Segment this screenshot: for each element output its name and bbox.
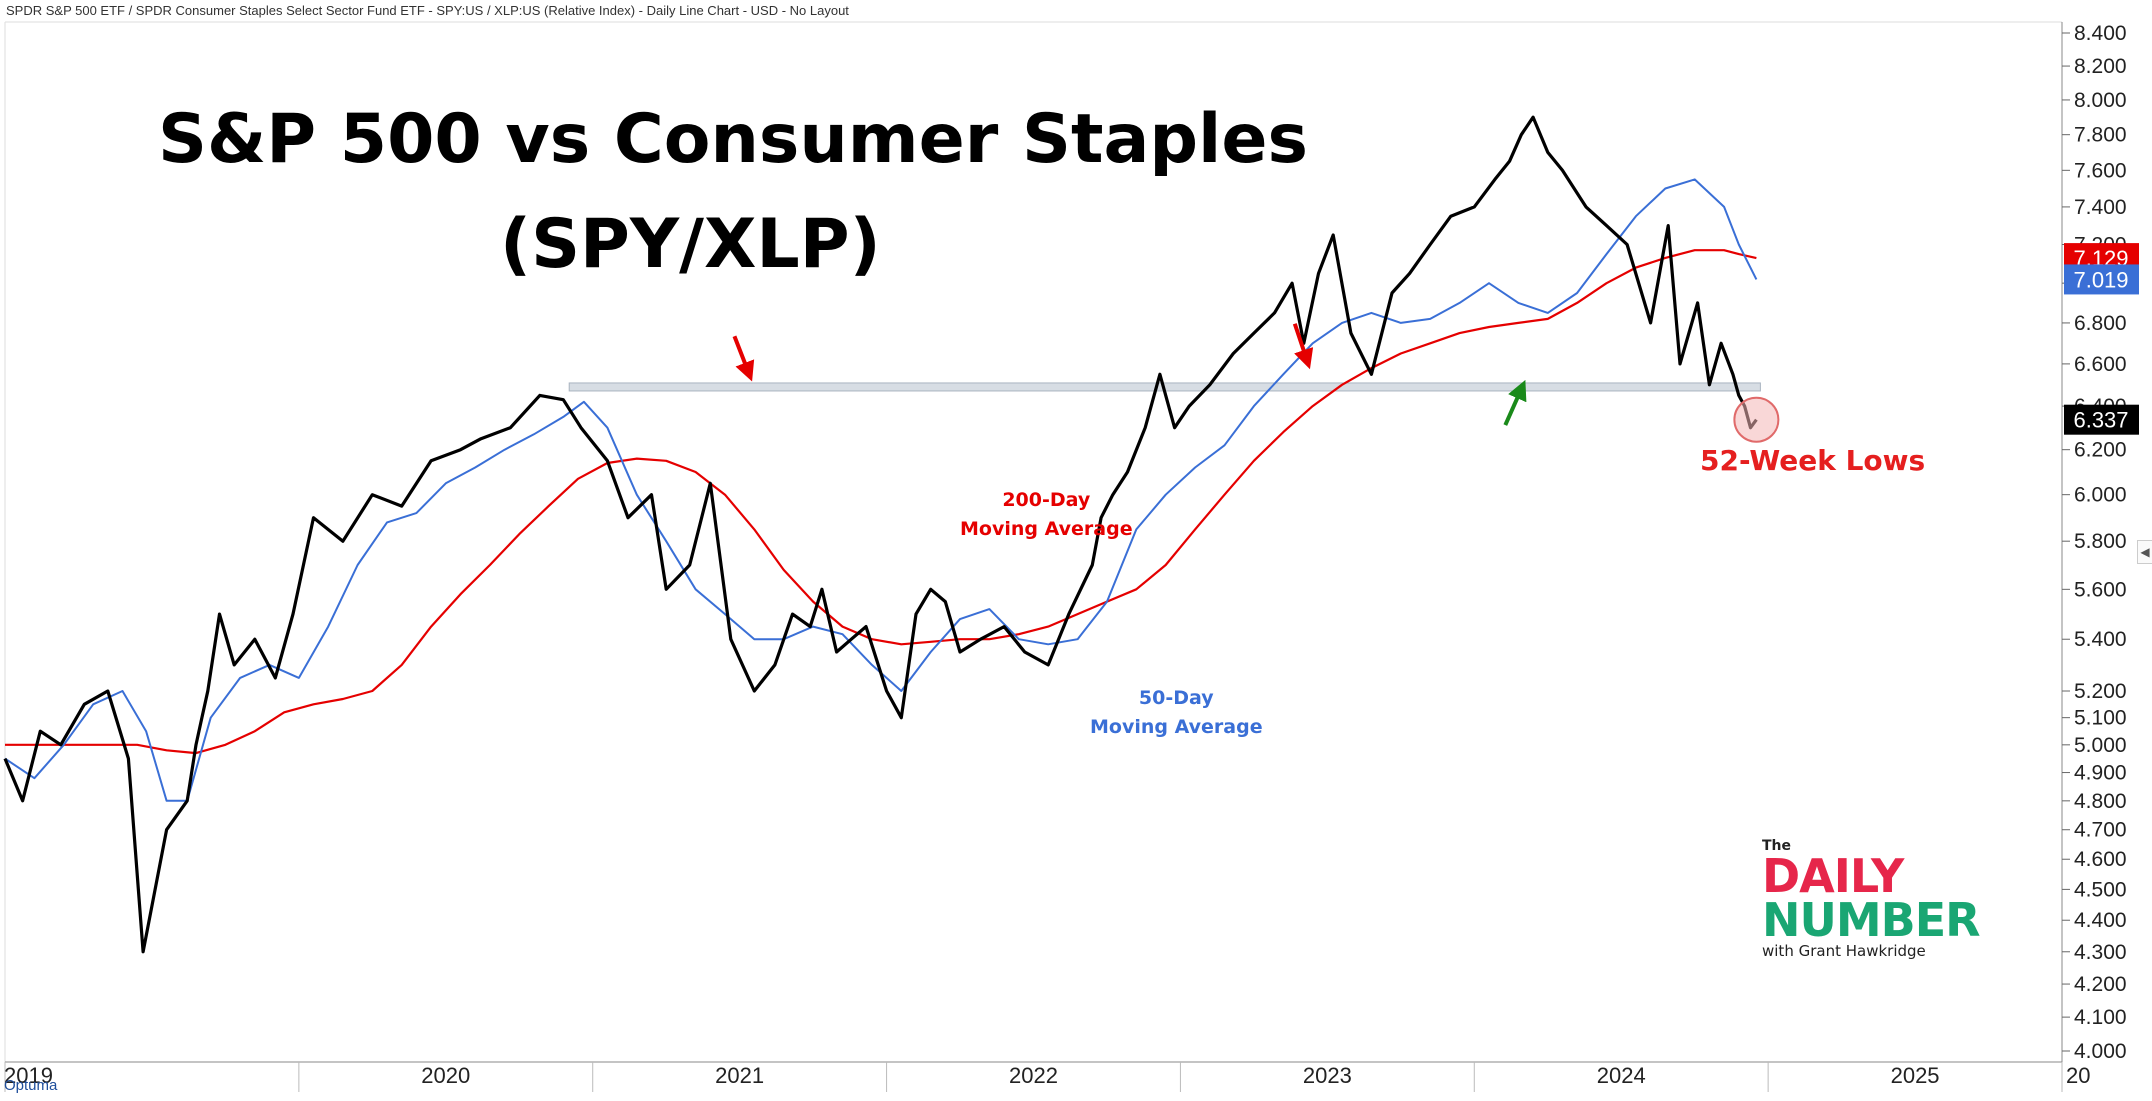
y-axis: 8.4008.2008.0007.8007.6007.4007.2007.000… (2061, 22, 2127, 1063)
arrow-down-icon (1292, 323, 1314, 370)
y-tick-label: 5.000 (2074, 734, 2127, 757)
optuma-logo: Optuma (4, 1077, 58, 1094)
y-tick-label: 4.100 (2074, 1006, 2127, 1029)
x-tick-label: 2021 (715, 1063, 764, 1088)
scroll-left-icon[interactable]: ◀ (2137, 540, 2152, 564)
chart-title-line2: (SPY/XLP) (500, 205, 881, 284)
logo-with: with Grant Hawkridge (1762, 942, 1926, 960)
x-tick-label: 2019 (4, 1063, 53, 1088)
x-axis: 2019 2020 2021 2022 2023 2024 2025 20 (4, 1061, 2090, 1092)
lows-highlight-circle (1733, 396, 1780, 443)
y-tick-label: 6.200 (2074, 439, 2127, 462)
y-tick-label: 4.300 (2074, 941, 2127, 964)
y-tick-label: 4.800 (2074, 790, 2127, 813)
x-tick-label: 2023 (1303, 1063, 1352, 1088)
ma200-line (5, 249, 1757, 755)
y-tick-label: 4.700 (2074, 819, 2127, 842)
y-tick-label: 7.400 (2074, 196, 2127, 219)
ma50-annotation: 50-Day Moving Average (1090, 684, 1263, 742)
ma200-annotation-line1: 200-Day (1002, 489, 1091, 511)
series-layer (3, 115, 1758, 954)
y-tick-label: 4.900 (2074, 762, 2127, 785)
y-tick-label: 8.400 (2074, 22, 2127, 45)
value-label-text: 7.019 (2073, 267, 2128, 292)
y-tick-label: 5.200 (2074, 680, 2127, 703)
x-tick-label: 20 (2066, 1063, 2090, 1088)
ma50-annotation-line2: Moving Average (1090, 716, 1263, 738)
ma50-annotation-line1: 50-Day (1138, 687, 1214, 709)
price-line (3, 115, 1758, 954)
arrow-up-icon (1503, 379, 1527, 426)
y-tick-label: 4.400 (2074, 909, 2127, 932)
chart-title-line1: S&P 500 vs Consumer Staples (158, 100, 1308, 179)
arrows-layer (732, 323, 1527, 426)
lows-annotation: 52-Week Lows (1700, 444, 1926, 477)
ma50-line (4, 178, 1758, 802)
y-tick-label: 5.800 (2074, 530, 2127, 553)
x-tick-label: 2025 (1891, 1063, 1940, 1088)
y-tick-label: 6.600 (2074, 353, 2127, 376)
y-tick-label: 4.200 (2074, 973, 2127, 996)
x-tick-label: 2024 (1597, 1063, 1646, 1088)
logo-the: The (1762, 838, 1792, 854)
logo-daily: DAILY (1762, 849, 1904, 903)
ma200-annotation-line2: Moving Average (960, 518, 1133, 540)
y-tick-label: 7.800 (2074, 124, 2127, 147)
chart-header: SPDR S&P 500 ETF / SPDR Consumer Staples… (6, 3, 849, 18)
ma200-annotation: 200-Day Moving Average (960, 486, 1133, 544)
value-label-text: 6.337 (2073, 408, 2128, 433)
value-label-box (2064, 404, 2139, 435)
y-tick-label: 8.000 (2074, 89, 2127, 112)
x-tick-label: 2022 (1009, 1063, 1058, 1088)
y-tick-label: 4.500 (2074, 878, 2127, 901)
y-tick-label: 6.800 (2074, 312, 2127, 335)
arrow-down-icon (732, 335, 755, 382)
daily-number-logo: The DAILY NUMBER with Grant Hawkridge (1762, 838, 1981, 960)
y-tick-label: 4.600 (2074, 848, 2127, 871)
y-tick-label: 7.600 (2074, 159, 2127, 182)
y-tick-label: 6.000 (2074, 484, 2127, 507)
y-tick-label: 5.600 (2074, 578, 2127, 601)
value-label-box (2064, 264, 2139, 295)
logo-number: NUMBER (1762, 893, 1981, 947)
x-tick-label: 2020 (421, 1063, 470, 1088)
y-tick-label: 8.200 (2074, 55, 2127, 78)
y-tick-label: 5.400 (2074, 628, 2127, 651)
y-tick-label: 5.100 (2074, 707, 2127, 730)
y-tick-label: 4.000 (2074, 1040, 2127, 1063)
